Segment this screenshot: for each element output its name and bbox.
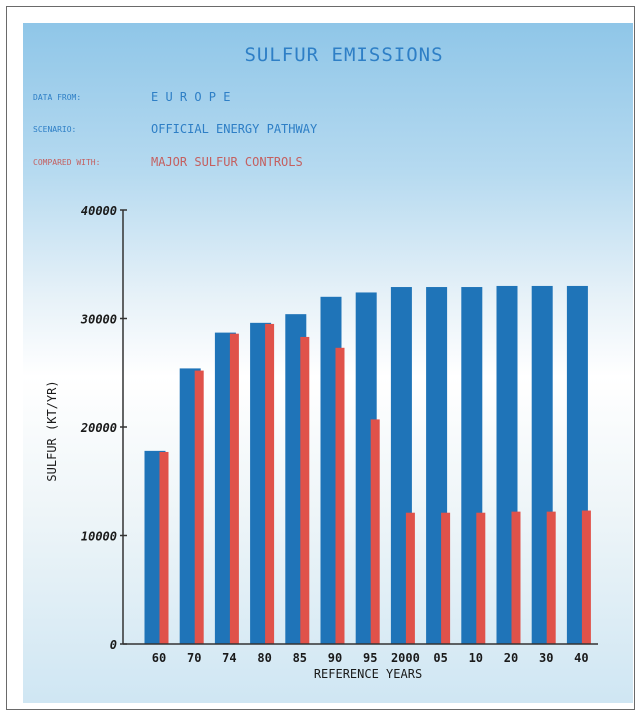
y-tick-label-0: 0: [110, 638, 117, 652]
x-tick-label-2000: 2000: [391, 651, 420, 665]
y-tick-label-30000: 30000: [80, 313, 117, 327]
y-tick-label-20000: 20000: [80, 421, 117, 435]
x-tick-label-74: 74: [222, 651, 236, 665]
figure-frame: SULFUR EMISSIONS DATA FROM: E U R O P E …: [6, 6, 635, 710]
x-tick-label-30: 30: [539, 651, 553, 665]
x-tick-label-85: 85: [293, 651, 307, 665]
bar-controls-95: [370, 419, 380, 644]
x-tick-label-20: 20: [504, 651, 518, 665]
x-tick-label-95: 95: [363, 651, 377, 665]
y-tick-label-10000: 10000: [81, 530, 117, 544]
sulfur-emissions-chart: SULFUR EMISSIONS DATA FROM: E U R O P E …: [33, 44, 598, 681]
x-tick-label-60: 60: [152, 651, 166, 665]
bar-controls-90: [335, 347, 345, 644]
x-tick-label-70: 70: [187, 651, 201, 665]
chart-screen: SULFUR EMISSIONS DATA FROM: E U R O P E …: [23, 23, 633, 703]
bar-controls-10: [476, 512, 486, 644]
bar-controls-80: [265, 323, 275, 644]
chart-title: SULFUR EMISSIONS: [244, 44, 443, 66]
bar-controls-30: [546, 511, 556, 644]
compared-with-label: COMPARED WITH:: [33, 158, 100, 167]
bar-controls-70: [194, 370, 204, 644]
bar-controls-85: [300, 336, 310, 644]
bar-controls-60: [159, 451, 169, 644]
bar-controls-40: [581, 510, 591, 644]
y-axis-label: SULFUR (KT/YR): [45, 380, 59, 481]
x-tick-label-10: 10: [469, 651, 483, 665]
y-tick-label-40000: 40000: [81, 204, 117, 218]
bar-controls-05: [441, 512, 451, 644]
data-from-label: DATA FROM:: [33, 93, 81, 102]
x-tick-label-90: 90: [328, 651, 342, 665]
bar-controls-20: [511, 511, 521, 644]
x-axis-label: REFERENCE YEARS: [314, 667, 422, 681]
bars-group: [144, 285, 591, 644]
axes-group: 60 70 74 80 85 90 95 2000 05 10 20 30 40 0 10000 20000 3…: [80, 204, 598, 665]
x-tick-label-80: 80: [257, 651, 271, 665]
x-tick-label-40: 40: [574, 651, 588, 665]
scenario-value: OFFICIAL ENERGY PATHWAY: [151, 122, 318, 136]
compared-with-value: MAJOR SULFUR CONTROLS: [151, 155, 303, 169]
bar-controls-74: [229, 333, 239, 644]
x-tick-label-05: 05: [433, 651, 447, 665]
scenario-label: SCENARIO:: [33, 125, 76, 134]
data-from-value: E U R O P E: [151, 90, 230, 104]
bar-controls-2000: [405, 512, 415, 644]
